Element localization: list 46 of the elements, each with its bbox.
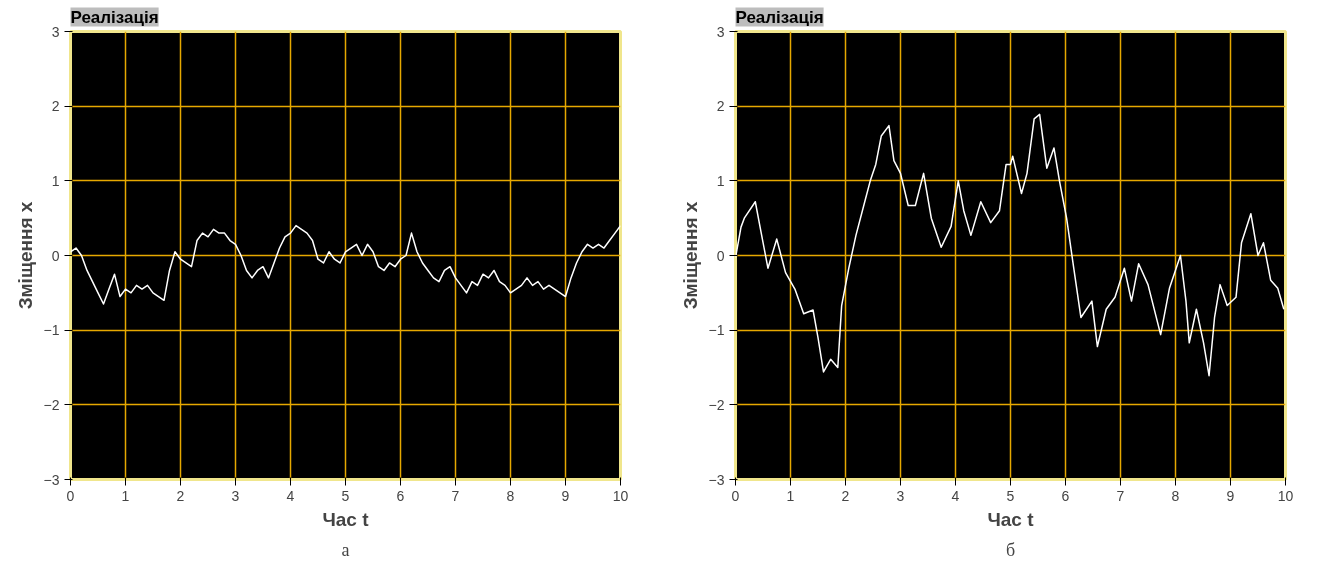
x-tick-label: 8 [1171,487,1180,504]
x-tick-label: 5 [1006,487,1015,504]
x-axis-title: Час t [322,508,370,530]
y-axis-title: Зміщення x [14,201,36,310]
x-axis-title: Час t [987,508,1035,530]
x-tick-label: 7 [1116,487,1125,504]
y-tick-label: −3 [43,471,60,488]
line-series [70,224,621,305]
chart-title: Реалізація [70,7,159,27]
x-tick-label: 3 [231,487,240,504]
y-tick-label: 2 [51,98,60,115]
y-tick-label: 1 [51,172,60,189]
x-tick-label: 8 [506,487,515,504]
y-tick-label: −1 [708,322,725,339]
x-tick-label: 4 [286,487,295,504]
x-tick-label: 0 [731,487,740,504]
x-tick-label: 5 [341,487,350,504]
y-tick-label: 0 [51,247,60,264]
x-tick-label: 3 [896,487,905,504]
y-tick-label: −3 [708,471,725,488]
y-tick-label: −2 [43,396,60,413]
x-tick-label: 2 [176,487,185,504]
x-tick-label: 2 [841,487,850,504]
x-tick-label: 0 [66,487,75,504]
x-tick-label: 9 [1226,487,1235,504]
text: а [341,539,350,560]
x-tick-label: 10 [1277,487,1294,504]
y-tick-label: −1 [43,322,60,339]
y-tick-label: 1 [716,172,725,189]
x-tick-label: 10 [612,487,629,504]
y-axis-title: Зміщення x [679,201,701,310]
x-tick-label: 1 [121,487,130,504]
x-tick-label: 4 [951,487,960,504]
text: б [1005,539,1016,560]
line-series [735,113,1285,377]
x-tick-label: 6 [1061,487,1070,504]
y-tick-label: −2 [708,396,725,413]
y-tick-label: 3 [716,23,725,40]
y-tick-label: 2 [716,98,725,115]
x-tick-label: 9 [561,487,570,504]
y-tick-label: 0 [716,247,725,264]
x-tick-label: 7 [451,487,460,504]
x-tick-label: 1 [786,487,795,504]
x-tick-label: 6 [396,487,405,504]
y-tick-label: 3 [51,23,60,40]
chart-title: Реалізація [735,7,824,27]
